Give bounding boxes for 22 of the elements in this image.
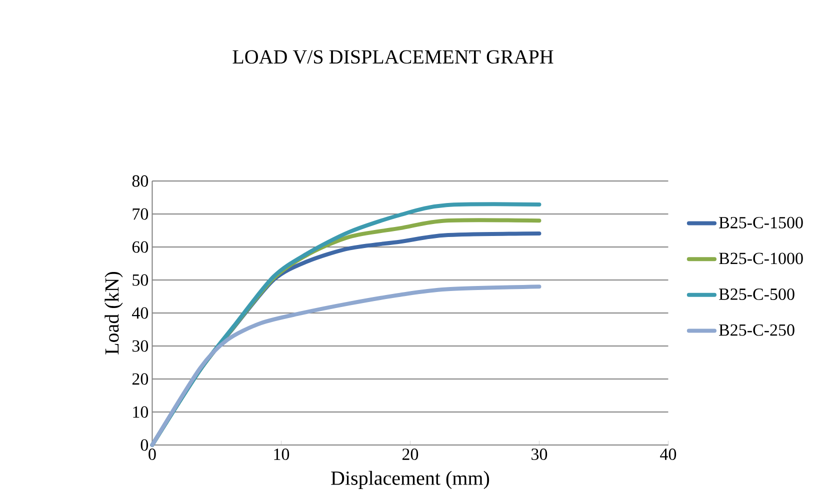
x-tick-label: 40 <box>660 448 676 460</box>
x-tick-label: 10 <box>274 448 290 460</box>
chart-title: LOAD V/S DISPLACEMENT GRAPH <box>232 50 554 64</box>
legend-label: B25-C-1500 <box>718 216 803 228</box>
x-axis-title: Displacement (mm) <box>331 470 490 489</box>
y-tick-label: 70 <box>132 208 148 220</box>
legend-label: B25-C-500 <box>718 288 794 300</box>
legend-label: B25-C-1000 <box>718 252 803 264</box>
y-tick-label: 30 <box>132 340 148 352</box>
legend-label: B25-C-250 <box>718 324 794 336</box>
y-tick-label: 40 <box>132 307 148 319</box>
y-tick-label: 20 <box>132 373 148 385</box>
y-axis-title: Load (kN) <box>104 272 123 354</box>
x-tick-label: 30 <box>532 448 548 460</box>
x-tick-label: 0 <box>148 448 156 460</box>
line-series <box>150 284 542 447</box>
x-tick-label: 20 <box>402 448 418 460</box>
y-tick-label: 80 <box>132 175 148 187</box>
y-tick-label: 60 <box>132 241 148 253</box>
y-tick-label: 50 <box>132 274 148 286</box>
y-tick-label: 0 <box>140 439 148 451</box>
y-tick-label: 10 <box>133 406 148 418</box>
